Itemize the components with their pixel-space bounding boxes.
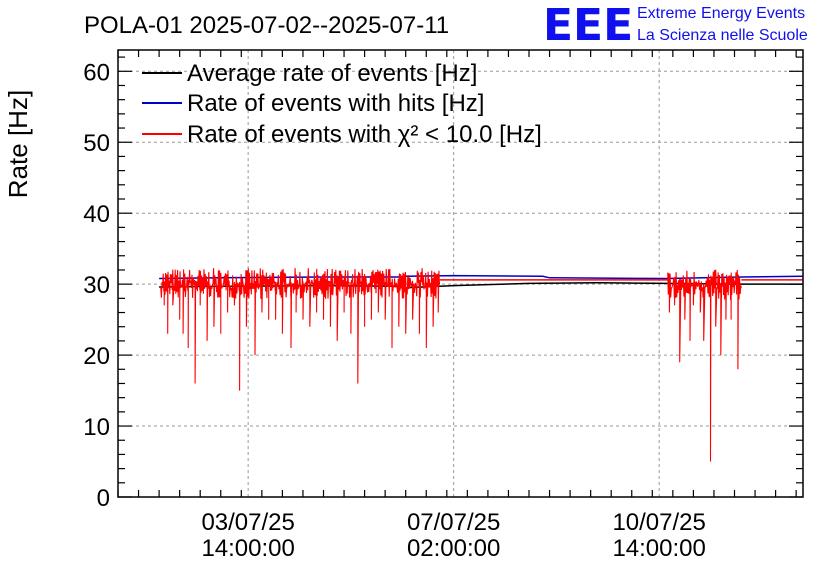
chi2-rate-line — [667, 269, 742, 462]
y-axis-title: Rate [Hz] — [3, 90, 33, 198]
axes — [117, 49, 804, 498]
legend-label-chi2: Rate of events with χ² < 10.0 [Hz] — [187, 121, 542, 148]
x-tick-label-date: 07/07/25 — [407, 509, 500, 536]
logo-subtitle-line1: Extreme Energy Events — [637, 5, 805, 22]
plot-frame — [117, 49, 804, 498]
y-tick-label: 40 — [83, 201, 110, 228]
logo-subtitle-line2: La Scienza nelle Scuole — [637, 27, 808, 44]
y-tick-label: 30 — [83, 272, 110, 299]
y-tick-label: 20 — [83, 343, 110, 370]
x-tick-label-time: 02:00:00 — [407, 535, 500, 562]
chart-title: POLA-01 2025-07-02--2025-07-11 — [84, 12, 449, 39]
y-tick-label: 60 — [83, 59, 110, 86]
y-tick-label: 50 — [83, 130, 110, 157]
legend-label-hits: Rate of events with hits [Hz] — [187, 90, 484, 117]
tick-labels: 010203040506003/07/2514:00:0007/07/2502:… — [83, 59, 706, 562]
chi2-rate-line — [160, 268, 441, 391]
y-tick-label: 10 — [83, 414, 110, 441]
legend: Average rate of events [Hz] Rate of even… — [142, 60, 542, 148]
legend-label-average: Average rate of events [Hz] — [187, 60, 477, 87]
hits-rate-line — [159, 274, 804, 280]
x-tick-label-time: 14:00:00 — [612, 535, 705, 562]
x-tick-label-time: 14:00:00 — [201, 535, 294, 562]
y-tick-label: 0 — [97, 485, 110, 512]
series-lines — [159, 268, 804, 462]
x-tick-label-date: 03/07/25 — [201, 509, 294, 536]
eee-logo: EEE — [543, 0, 633, 51]
x-tick-label-date: 10/07/25 — [612, 509, 705, 536]
